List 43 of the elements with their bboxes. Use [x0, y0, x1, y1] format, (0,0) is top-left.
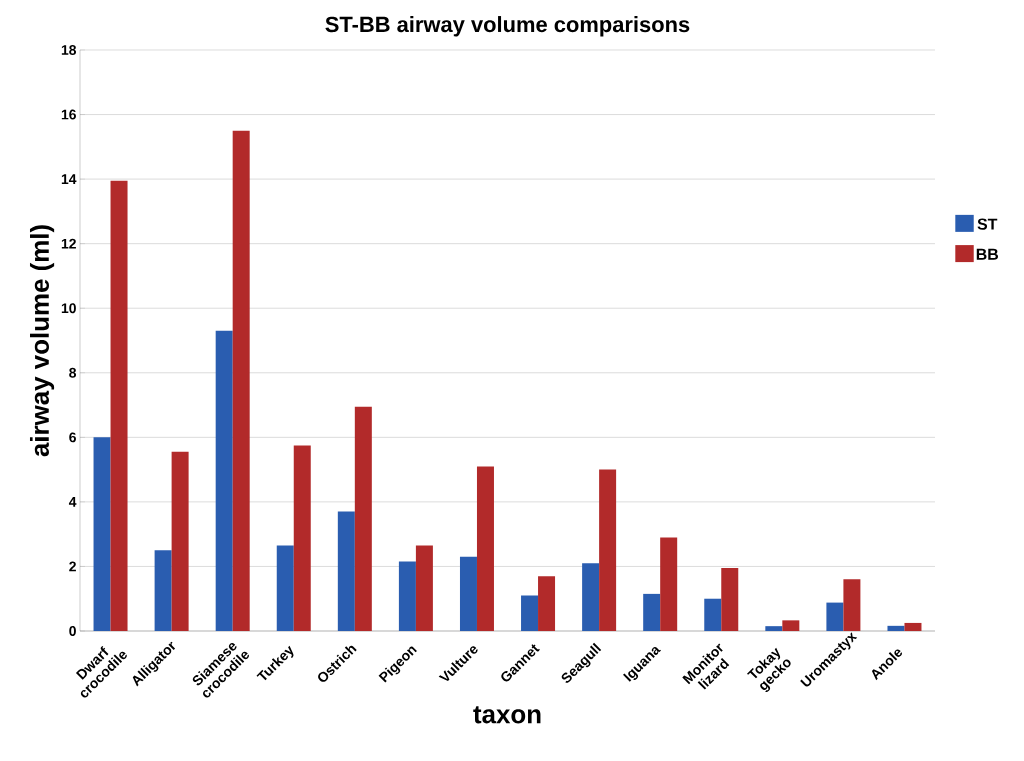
legend-label: ST	[977, 218, 998, 230]
bar	[538, 576, 556, 631]
y-tick-label: 8	[69, 367, 77, 378]
chart-title: ST-BB airway volume comparisons	[325, 16, 690, 37]
bar	[582, 563, 600, 631]
x-axis-title: taxon	[473, 706, 541, 724]
bar	[599, 469, 617, 631]
y-tick-label: 16	[61, 109, 76, 120]
bar	[476, 466, 494, 631]
bar	[887, 625, 905, 631]
y-axis-title: airway volume (ml)	[29, 225, 55, 457]
bar	[215, 330, 233, 631]
bar	[843, 579, 861, 631]
bar	[337, 511, 355, 631]
bar	[826, 602, 844, 631]
bar	[904, 622, 922, 631]
y-tick-label: 14	[61, 174, 77, 184]
bar	[415, 545, 433, 631]
bar	[354, 406, 372, 631]
bar	[171, 451, 189, 631]
bar	[660, 537, 678, 631]
bar	[721, 568, 739, 631]
y-tick-label: 2	[69, 561, 76, 572]
bar	[459, 556, 477, 631]
bar	[93, 437, 111, 631]
y-tick-label: 4	[68, 497, 77, 507]
y-tick-label: 12	[61, 238, 76, 249]
y-tick-label: 6	[69, 432, 76, 443]
bar	[521, 595, 539, 631]
bar	[110, 180, 128, 631]
y-tick-label: 0	[69, 626, 76, 636]
y-tick-label: 18	[61, 45, 77, 55]
bar	[398, 561, 416, 631]
y-tick-label: 10	[61, 303, 76, 314]
bar	[765, 626, 783, 631]
bar	[293, 445, 311, 631]
bar	[232, 130, 250, 631]
bar	[154, 550, 172, 631]
bar	[782, 620, 800, 631]
bar	[276, 545, 294, 631]
bar	[704, 598, 722, 631]
legend-label: BB	[976, 248, 999, 260]
bar	[643, 593, 661, 631]
